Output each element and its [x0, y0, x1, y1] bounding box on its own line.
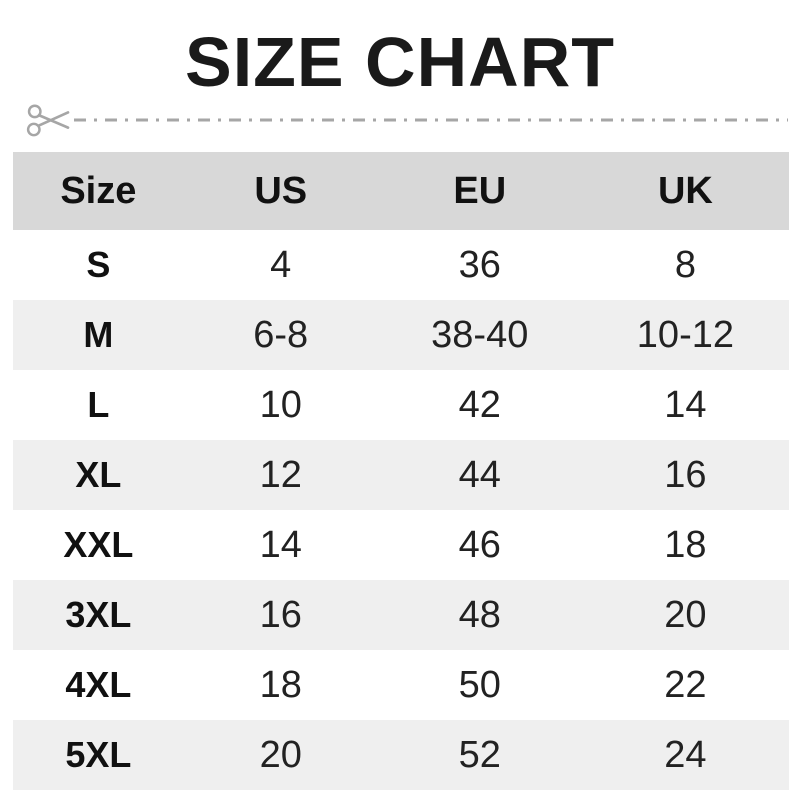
dashed-cut-line [74, 118, 788, 122]
us-cell: 12 [259, 453, 302, 496]
uk-cell: 22 [664, 663, 707, 706]
us-cell: 4 [270, 243, 292, 286]
cut-line [0, 100, 800, 140]
table-row: 3XL 16 48 20 [13, 580, 789, 650]
eu-cell: 42 [458, 383, 501, 426]
size-chart-table: Size US EU UK S 4 36 8 M 6-8 38-40 10-12 [13, 152, 789, 790]
title-block: SIZE CHART [0, 0, 800, 100]
size-chart-table-wrap: Size US EU UK S 4 36 8 M 6-8 38-40 10-12 [13, 152, 789, 790]
size-cell: XXL [63, 524, 134, 565]
eu-cell: 50 [458, 663, 501, 706]
uk-cell: 8 [674, 243, 696, 286]
column-header-us: US [254, 169, 308, 212]
size-cell: L [87, 384, 110, 425]
eu-cell: 38-40 [431, 313, 529, 356]
uk-cell: 20 [664, 593, 707, 636]
table-row: XXL 14 46 18 [13, 510, 789, 580]
eu-cell: 48 [458, 593, 501, 636]
size-cell: 5XL [65, 734, 132, 775]
us-cell: 20 [259, 733, 302, 776]
size-cell: 3XL [65, 594, 132, 635]
eu-cell: 52 [458, 733, 501, 776]
us-cell: 10 [259, 383, 302, 426]
page-title: SIZE CHART [185, 23, 615, 101]
eu-cell: 44 [458, 453, 501, 496]
table-row: S 4 36 8 [13, 230, 789, 300]
column-header-uk: UK [657, 169, 713, 212]
eu-cell: 36 [458, 243, 501, 286]
table-row: 4XL 18 50 22 [13, 650, 789, 720]
scissors-icon [26, 104, 70, 137]
table-row: XL 12 44 16 [13, 440, 789, 510]
size-cell: 4XL [65, 664, 132, 705]
us-cell: 16 [259, 593, 302, 636]
us-cell: 14 [259, 523, 302, 566]
uk-cell: 24 [664, 733, 707, 776]
us-cell: 6-8 [253, 313, 309, 356]
table-row: L 10 42 14 [13, 370, 789, 440]
size-cell: XL [75, 454, 122, 495]
us-cell: 18 [259, 663, 302, 706]
eu-cell: 46 [458, 523, 501, 566]
uk-cell: 10-12 [636, 313, 734, 356]
table-row: M 6-8 38-40 10-12 [13, 300, 789, 370]
table-header-row: Size US EU UK [13, 152, 789, 230]
column-header-eu: EU [453, 169, 507, 212]
uk-cell: 16 [664, 453, 707, 496]
column-header-size: Size [60, 169, 137, 212]
size-cell: S [86, 244, 111, 285]
uk-cell: 18 [664, 523, 707, 566]
size-cell: M [83, 314, 114, 355]
table-row: 5XL 20 52 24 [13, 720, 789, 790]
uk-cell: 14 [664, 383, 707, 426]
